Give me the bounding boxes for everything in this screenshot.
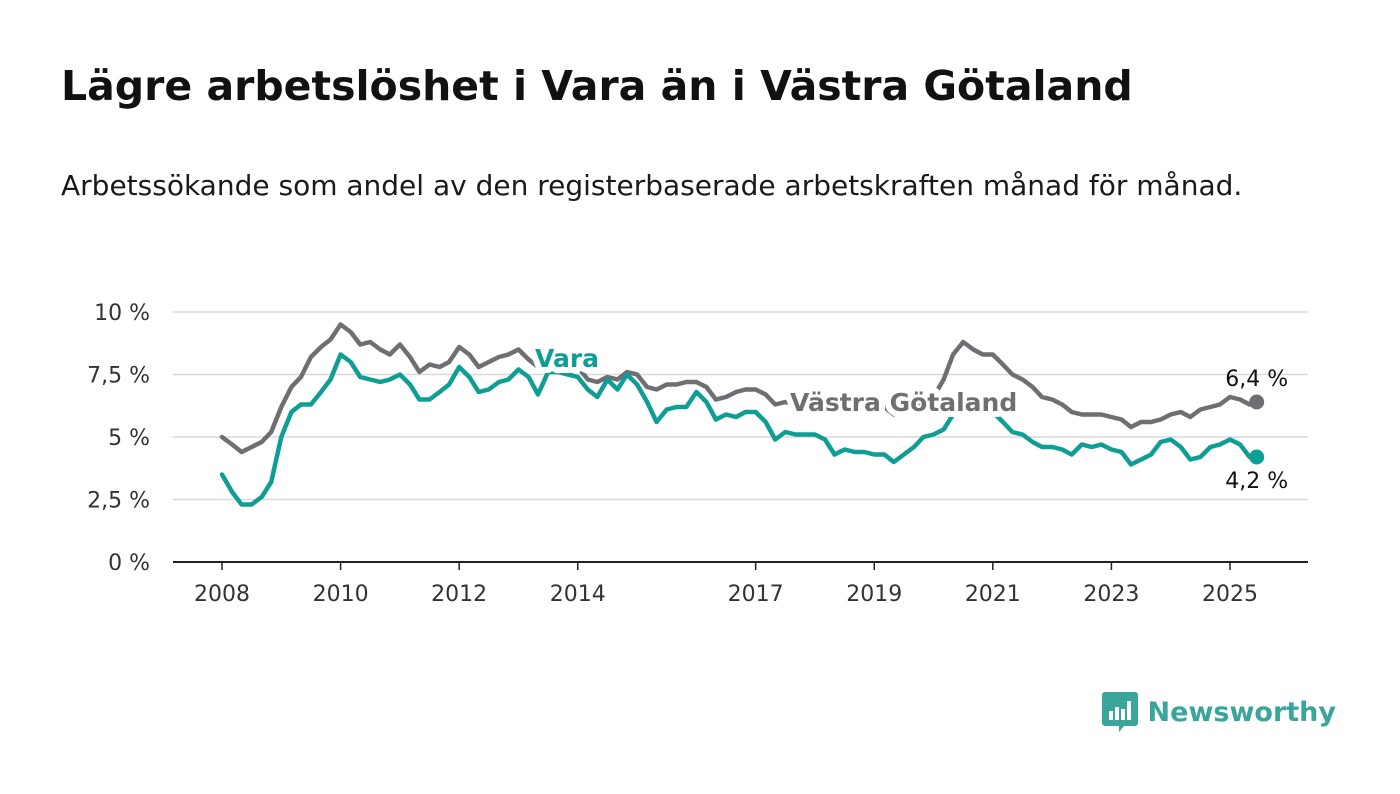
x-tick-label: 2010: [313, 582, 369, 607]
chart-title: Lägre arbetslöshet i Vara än i Västra Gö…: [61, 62, 1133, 110]
vara-end-value: 4,2 %: [1225, 469, 1288, 494]
vastra-gotaland-series-label-halo: Västra Götaland: [790, 388, 1017, 417]
x-tick-label: 2025: [1202, 582, 1258, 607]
vastra-gotaland-series-label: Västra Götaland: [790, 388, 1017, 417]
x-tick-label: 2017: [728, 582, 784, 607]
newsworthy-logo: Newsworthy: [1101, 692, 1336, 732]
x-tick-label: 2014: [550, 582, 606, 607]
brand-name: Newsworthy: [1147, 696, 1336, 728]
vara-end-point: [1249, 449, 1265, 465]
vastra-gotaland-end-point: [1249, 394, 1265, 410]
y-tick-label: 10 %: [94, 301, 150, 326]
vastra-gotaland-line: [219, 322, 1259, 455]
y-tick-label: 0 %: [108, 551, 150, 576]
x-tick-label: 2019: [846, 582, 902, 607]
vara-series-label: Vara: [535, 344, 599, 373]
y-tick-label: 5 %: [108, 426, 150, 451]
y-tick-label: 2,5 %: [87, 489, 150, 514]
grid-lines: [173, 311, 1308, 563]
y-tick-label: 7,5 %: [87, 364, 150, 389]
x-tick-label: 2021: [965, 582, 1021, 607]
vara-line: [219, 352, 1259, 507]
x-tick-label: 2023: [1083, 582, 1139, 607]
vastra-gotaland-end-value: 6,4 %: [1225, 367, 1288, 392]
x-tick-label: 2008: [194, 582, 250, 607]
x-axis-ticks: 2008 2010 2012 2014 2017 2019 2021 2023 2025: [194, 562, 1258, 607]
chart-subtitle: Arbetssökande som andel av den registerb…: [61, 169, 1243, 202]
series-lines: [219, 322, 1265, 507]
x-tick-label: 2012: [431, 582, 487, 607]
newsworthy-icon: [1101, 692, 1138, 732]
vara-series-label-halo: Vara: [535, 344, 599, 373]
y-axis-ticks: 0 % 2,5 % 5 % 7,5 % 10 %: [87, 301, 150, 576]
